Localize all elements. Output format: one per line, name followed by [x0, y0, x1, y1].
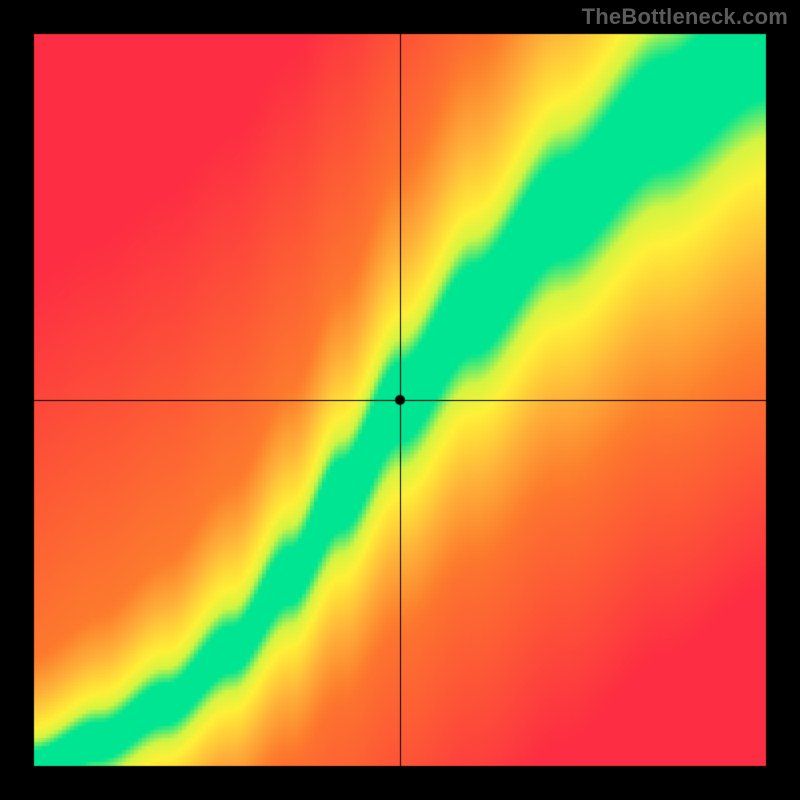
watermark-text: TheBottleneck.com — [582, 4, 788, 30]
chart-container: TheBottleneck.com — [0, 0, 800, 800]
bottleneck-heatmap — [0, 0, 800, 800]
